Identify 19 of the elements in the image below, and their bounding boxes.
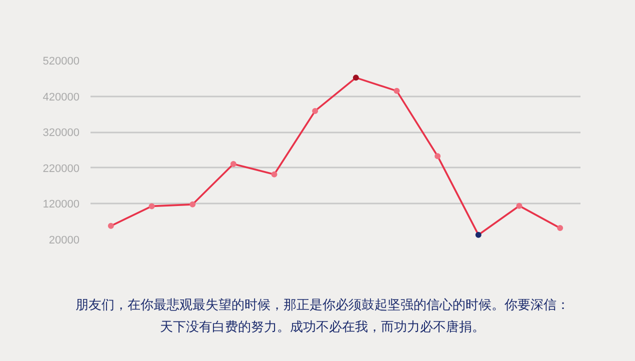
- y-tick-label: 120000: [42, 198, 80, 211]
- point: [516, 202, 522, 209]
- point: [475, 232, 482, 238]
- y-tick-label: 20000: [48, 234, 80, 246]
- point: [557, 225, 564, 232]
- y-tick-label: 320000: [42, 127, 80, 140]
- point: [190, 201, 196, 208]
- point: [148, 203, 155, 210]
- text: 朋友们，在你最悲观最失望的时候，那正是你必须鼓起坚强的信心的时候。你要深信：天下没有白费的努力。成功不必在我，而功力必不唐捐。: [75, 297, 570, 337]
- point: [108, 222, 114, 229]
- y-tick-label: 520000: [42, 56, 80, 68]
- point: [394, 88, 400, 94]
- point: [312, 108, 318, 114]
- point: [352, 74, 359, 81]
- y-tick-label: 420000: [42, 91, 80, 104]
- y-tick-label: 220000: [42, 162, 80, 175]
- point: [434, 153, 441, 160]
- point: [230, 160, 236, 167]
- point: [271, 171, 278, 178]
